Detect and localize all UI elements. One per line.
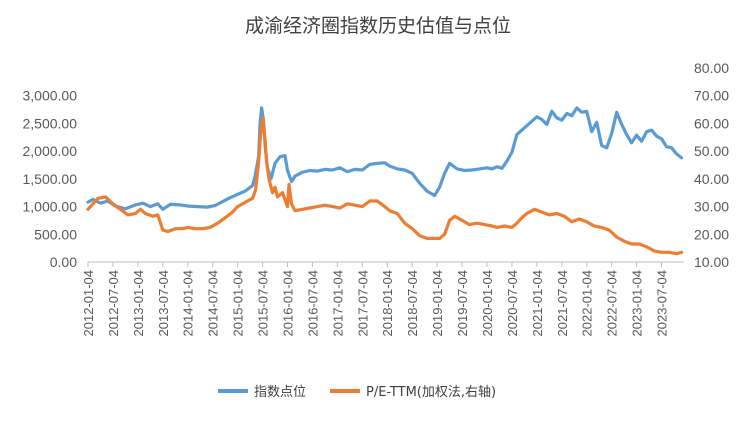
series-layer	[86, 106, 684, 256]
x-tick-label: 2023-01-04	[630, 270, 645, 337]
x-tick-label: 2021-07-04	[555, 270, 570, 337]
y-right-tick-label: 40.00	[694, 171, 729, 187]
y-right-tick-label: 50.00	[694, 143, 729, 159]
x-tick-label: 2012-01-04	[81, 270, 96, 337]
x-tick-label: 2017-07-04	[355, 270, 370, 337]
x-tick-label: 2019-01-04	[430, 270, 445, 337]
x-tick-label: 2023-07-04	[655, 270, 670, 337]
x-tick-label: 2013-01-04	[131, 270, 146, 337]
x-tick-label: 2022-01-04	[580, 270, 595, 337]
y-left-tick-label: 0.00	[50, 254, 77, 270]
x-tick-label: 2014-01-04	[181, 270, 196, 337]
x-tick-label: 2020-01-04	[480, 270, 495, 337]
series-line-index-level	[86, 106, 684, 211]
x-tick-label: 2019-07-04	[455, 270, 470, 337]
y-right-tick-label: 20.00	[694, 226, 729, 242]
x-tick-label: 2014-07-04	[206, 270, 221, 337]
x-tick-label: 2016-01-04	[280, 270, 295, 337]
legend-label-index-level: 指数点位	[254, 385, 306, 400]
y-left-tick-label: 3,000.00	[23, 88, 78, 104]
x-tick-label: 2015-01-04	[231, 270, 246, 337]
x-axis: 2012-01-04 2012-07-04 2013-01-04 2013-07-04…	[81, 262, 670, 337]
legend-label-pe-ttm: P/E-TTM(加权法,右轴)	[366, 384, 496, 400]
y-right-tick-label: 80.00	[694, 60, 729, 76]
y-axis-left: 0.00 500.00 1,000.00 1,500.00 2,000.00 2,500.…	[23, 88, 78, 270]
x-tick-label: 2017-01-04	[330, 270, 345, 337]
x-tick-label: 2012-07-04	[106, 270, 121, 337]
y-right-tick-label: 10.00	[694, 254, 729, 270]
x-tick-label: 2018-07-04	[405, 270, 420, 337]
y-left-tick-label: 500.00	[34, 226, 77, 242]
x-tick-label: 2015-07-04	[256, 270, 271, 337]
x-tick-label: 2020-07-04	[505, 270, 520, 337]
x-tick-label: 2021-01-04	[530, 270, 545, 337]
y-right-tick-label: 30.00	[694, 199, 729, 215]
chart-title: 成渝经济圈指数历史估值与点位	[245, 15, 511, 37]
y-left-tick-label: 2,000.00	[23, 143, 78, 159]
x-tick-label: 2013-07-04	[156, 270, 171, 337]
legend: 指数点位 P/E-TTM(加权法,右轴)	[218, 384, 496, 400]
y-left-tick-label: 1,000.00	[23, 199, 78, 215]
x-tick-label: 2018-01-04	[380, 270, 395, 337]
y-left-tick-label: 2,500.00	[23, 115, 78, 131]
y-right-tick-label: 70.00	[694, 88, 729, 104]
series-line-pe-ttm	[86, 116, 684, 256]
y-right-tick-label: 60.00	[694, 115, 729, 131]
x-tick-label: 2016-07-04	[305, 270, 320, 337]
y-axis-right: 10.00 20.00 30.00 40.00 50.00 60.00 70.00 80.00	[694, 60, 729, 270]
x-tick-label: 2022-07-04	[605, 270, 620, 337]
y-left-tick-label: 1,500.00	[23, 171, 78, 187]
